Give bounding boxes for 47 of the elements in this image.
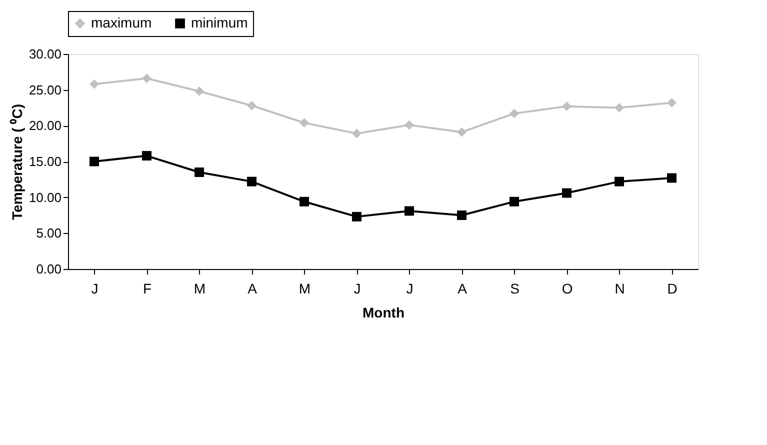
x-axis-title: Month [362,304,404,320]
x-tick-label: O [562,280,573,296]
point [562,188,572,198]
point [142,74,152,84]
point [247,100,256,110]
x-tick-label: J [91,280,98,296]
y-tick-label: 15.00 [28,154,62,169]
point [667,173,676,183]
point [90,156,99,166]
x-tick-label: M [298,280,311,296]
point [300,118,309,128]
point [562,102,572,112]
legend-label: maximum [91,14,152,30]
x-tick-label: M [194,280,206,296]
y-tick-label: 5.00 [36,226,62,241]
point [614,103,624,112]
x-tick-label: F [142,280,152,296]
x-tick-label: N [614,280,625,296]
x-tick-label: A [458,280,468,296]
point [457,127,466,137]
point [510,108,519,118]
y-tick-label: 30.00 [28,46,62,62]
y-axis-title: Temperature ( ⁰C) [8,104,25,220]
legend-label: minimum [191,14,248,30]
x-tick-label: A [248,280,258,296]
x-tick-label: D [667,280,678,296]
point [90,79,99,89]
point [194,86,204,96]
point [194,168,204,177]
point [404,206,414,216]
x-tick-label: S [510,280,520,296]
y-tick-label: 10.00 [28,190,62,205]
point [404,120,414,130]
point [247,176,256,186]
x-tick-label: J [406,280,414,296]
point [667,98,676,108]
point [614,176,624,186]
x-tick-label: J [354,280,361,296]
y-tick-label: 20.00 [28,118,62,134]
point [352,128,362,138]
point [457,210,466,220]
point [510,196,519,206]
y-tick-label: 0.00 [36,262,62,276]
point [352,212,362,222]
point [142,151,152,161]
y-tick-label: 25.00 [28,82,62,98]
point [300,196,309,206]
